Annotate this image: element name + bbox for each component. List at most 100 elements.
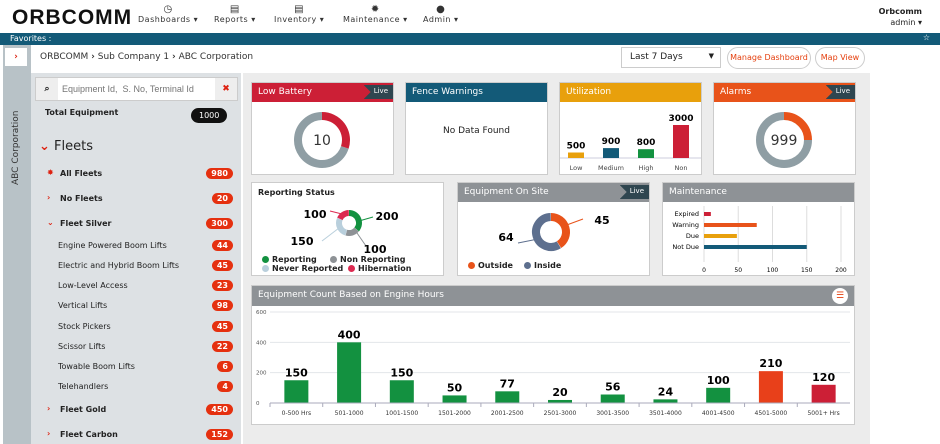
fleet-label: Stock Pickers [58,322,111,331]
nav-dashboards[interactable]: ◷ Dashboards ▾ [138,4,198,24]
fleet-item[interactable]: Low-Level Access 23 [31,280,241,294]
fleet-item[interactable]: › No Fleets 20 [31,193,241,207]
on-site-donut: 45 64 [498,213,610,251]
fleet-item[interactable]: Towable Boom Lifts 6 [31,361,241,375]
nav-label: Maintenance ▾ [343,15,408,24]
breadcrumb-item[interactable]: ORBCOMM [40,52,89,62]
search-icon[interactable]: ⌕ [36,78,58,100]
legend-non-reporting: Non Reporting [330,255,405,264]
equipment-on-site-card[interactable]: Equipment On Site Live 45 64 Outside Insid… [457,182,650,276]
bar-value-label: 100 [707,374,730,387]
fleet-count-badge: 45 [211,260,233,271]
manage-dashboard-button[interactable]: Manage Dashboard [727,47,811,69]
chevron-icon: › [47,193,51,202]
favorites-label: Favorites : [10,34,52,43]
card-header: Equipment On Site Live [458,183,649,202]
card-title: Alarms [720,87,752,97]
breadcrumb-item[interactable]: ABC Corporation [178,52,254,62]
live-badge: Live [619,185,649,199]
report-icon: ▤ [229,4,240,15]
expand-button[interactable]: › [5,48,27,66]
chevron-icon: ✸ [47,168,54,177]
x-tick-label: 2001-2500 [491,410,524,417]
fleet-count-badge: 152 [206,429,233,440]
category-label: Expired [674,210,699,218]
map-view-button[interactable]: Map View [815,47,865,69]
category-label: Low [570,164,583,172]
fleet-item[interactable]: Stock Pickers 45 [31,321,241,335]
card-title: Reporting Status [258,188,335,197]
total-badge: 1000 [191,108,228,123]
date-range-select[interactable]: Last 7 Days ▼ [621,47,721,68]
utilization-card[interactable]: Utilization 500 Low 900 Medium 800 High 3000 No… [559,82,702,175]
fleet-item[interactable]: Scissor Lifts 22 [31,341,241,355]
orbcomm-logo[interactable]: ORBCOMM [12,6,133,29]
fleet-count-badge: 300 [206,218,233,229]
pie-slice [337,210,350,221]
fleet-item[interactable]: › Fleet Gold 450 [31,404,241,418]
caret-down-icon: ▼ [708,52,714,60]
search-box: ⌕ ✖ [35,77,238,101]
bar [495,391,520,403]
leader-line [358,216,374,222]
fleet-item[interactable]: ⌄ Fleet Silver 300 [31,218,241,232]
date-range-value: Last 7 Days [630,52,683,62]
maintenance-card[interactable]: Maintenance 0 50 100 150 200 Expired Warning Du… [662,182,855,276]
donut-remainder [756,112,812,168]
pie-slice [550,213,570,249]
engine-hours-card[interactable]: Equipment Count Based on Engine Hours ☰ … [251,285,855,425]
bar [568,152,584,158]
clear-icon[interactable]: ✖ [215,78,237,100]
legend-inside: Inside [524,261,561,270]
fleet-item[interactable]: Vertical Lifts 98 [31,300,241,314]
fleet-item[interactable]: ✸ All Fleets 980 [31,168,241,182]
leader-line [563,218,584,227]
dashboard-area: Low Battery Live 10 Fence Warnings No Dat… [243,73,870,444]
chevron-icon: › [47,429,51,438]
legend-hibernation: Hibernation [348,264,411,273]
alarms-donut: 999 [756,112,812,168]
fleet-label: No Fleets [60,194,103,203]
bar [389,380,414,403]
donut-slice [321,112,350,149]
breadcrumb-item[interactable]: Sub Company 1 [97,52,170,62]
tick-label: 150 [801,267,813,274]
fleet-item[interactable]: Telehandlers 4 [31,381,241,395]
bar [704,223,757,227]
fleets-header[interactable]: ⌄ Fleets [39,139,93,154]
total-label: Total Equipment [45,108,119,117]
nav-admin[interactable]: ● Admin ▾ [423,4,459,24]
fleet-item[interactable]: › Fleet Carbon 152 [31,429,241,443]
user-menu[interactable]: Orbcomm admin ▾ [879,6,922,28]
side-strip: › ABC Corporation [3,45,31,444]
bar [603,148,619,158]
x-tick-label: 2501-3000 [544,410,577,417]
slice-label: 100 [304,208,327,221]
legend-never-reported: Never Reported [262,264,343,273]
nav-inventory[interactable]: ▤ Inventory ▾ [274,4,324,24]
search-input[interactable] [62,81,212,97]
nav-reports[interactable]: ▤ Reports ▾ [214,4,256,24]
card-header: Maintenance [663,183,854,202]
alarms-card[interactable]: Alarms Live 999 [713,82,856,175]
fleet-count-badge: 4 [217,381,233,392]
fence-warnings-card[interactable]: Fence Warnings No Data Found [405,82,548,175]
filter-icon[interactable]: ☰ [832,288,848,304]
breadcrumb: ORBCOMM › Sub Company 1 › ABC Corporatio… [40,52,254,62]
card-title: Utilization [566,87,612,97]
fleet-item[interactable]: Engine Powered Boom Lifts 44 [31,240,241,254]
donut-value: 10 [313,133,331,149]
nav-maintenance[interactable]: ✹ Maintenance ▾ [343,4,408,24]
star-icon[interactable]: ☆ [922,33,930,42]
fleet-item[interactable]: Electric and Hybrid Boom Lifts 45 [31,260,241,274]
fleet-label: All Fleets [60,169,103,178]
bar [704,234,737,238]
bar [548,399,572,403]
reporting-status-card[interactable]: Reporting Status 200 100 150 100 Reporting … [251,182,444,276]
card-header: Utilization [560,83,701,102]
fleet-count-badge: 20 [211,193,233,204]
slice-label: 100 [364,243,387,256]
pie-slice [532,213,561,251]
fleet-count-badge: 44 [211,240,233,251]
low-battery-card[interactable]: Low Battery Live 10 [251,82,394,175]
